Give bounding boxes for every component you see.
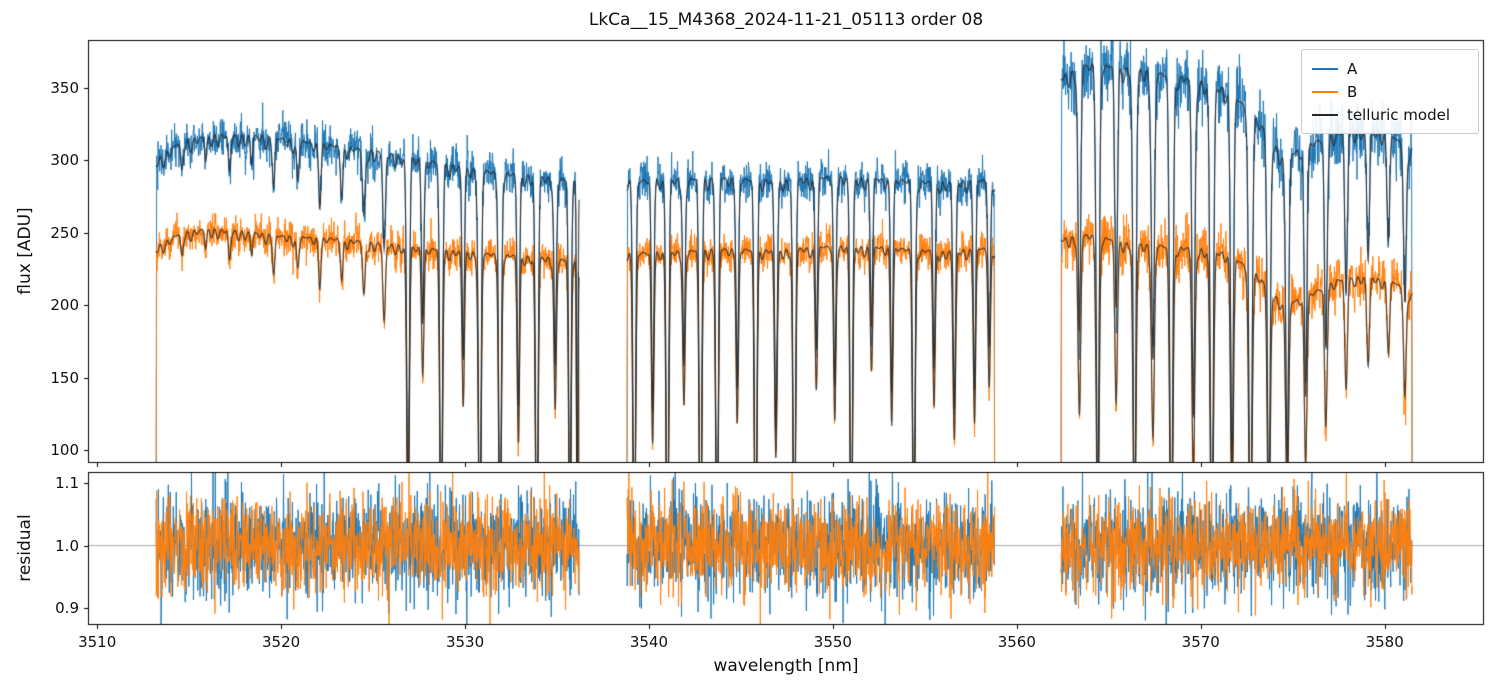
x-tick-label: 3560 [997, 633, 1036, 651]
legend-item-a: A [1312, 57, 1468, 80]
x-tick-label: 3570 [1181, 633, 1220, 651]
legend-label-a: A [1347, 59, 1358, 78]
flux-y-tick-label: 150 [50, 368, 79, 387]
x-tick-label: 3520 [262, 633, 301, 651]
x-tick-label: 3530 [445, 633, 485, 651]
legend-item-telluric-model: telluric model [1312, 103, 1468, 126]
residual-y-tick-label: 0.9 [55, 599, 79, 617]
flux-y-tick-label: 300 [50, 151, 79, 170]
x-tick-label: 3510 [78, 633, 117, 651]
x-tick-label: 3540 [629, 633, 669, 651]
x-tick-label: 3580 [1365, 633, 1404, 651]
flux-y-tick-label: 200 [50, 296, 79, 315]
residual-y-tick-label: 1.1 [55, 474, 79, 492]
flux-y-tick-label: 250 [50, 223, 79, 242]
legend: A B telluric model [1301, 49, 1479, 134]
legend-line-b-swatch [1312, 90, 1338, 93]
chart-title: LkCa__15_M4368_2024-11-21_05113 order 08 [588, 10, 984, 30]
residual-axis-label: residual [15, 514, 35, 582]
flux-y-tick-label: 350 [50, 78, 79, 97]
legend-line-a-swatch [1312, 67, 1338, 70]
legend-label-telluric-model: telluric model [1347, 105, 1451, 124]
residual-y-tick-label: 1.0 [55, 536, 79, 555]
legend-item-b: B [1312, 80, 1468, 103]
flux-axis-label: flux [ADU] [15, 207, 35, 295]
x-tick-label: 3550 [813, 633, 852, 651]
legend-line-telluric-swatch [1312, 113, 1338, 116]
wavelength-axis-label: wavelength [nm] [713, 656, 859, 676]
legend-label-b: B [1347, 82, 1358, 101]
flux-y-tick-label: 100 [50, 440, 79, 459]
